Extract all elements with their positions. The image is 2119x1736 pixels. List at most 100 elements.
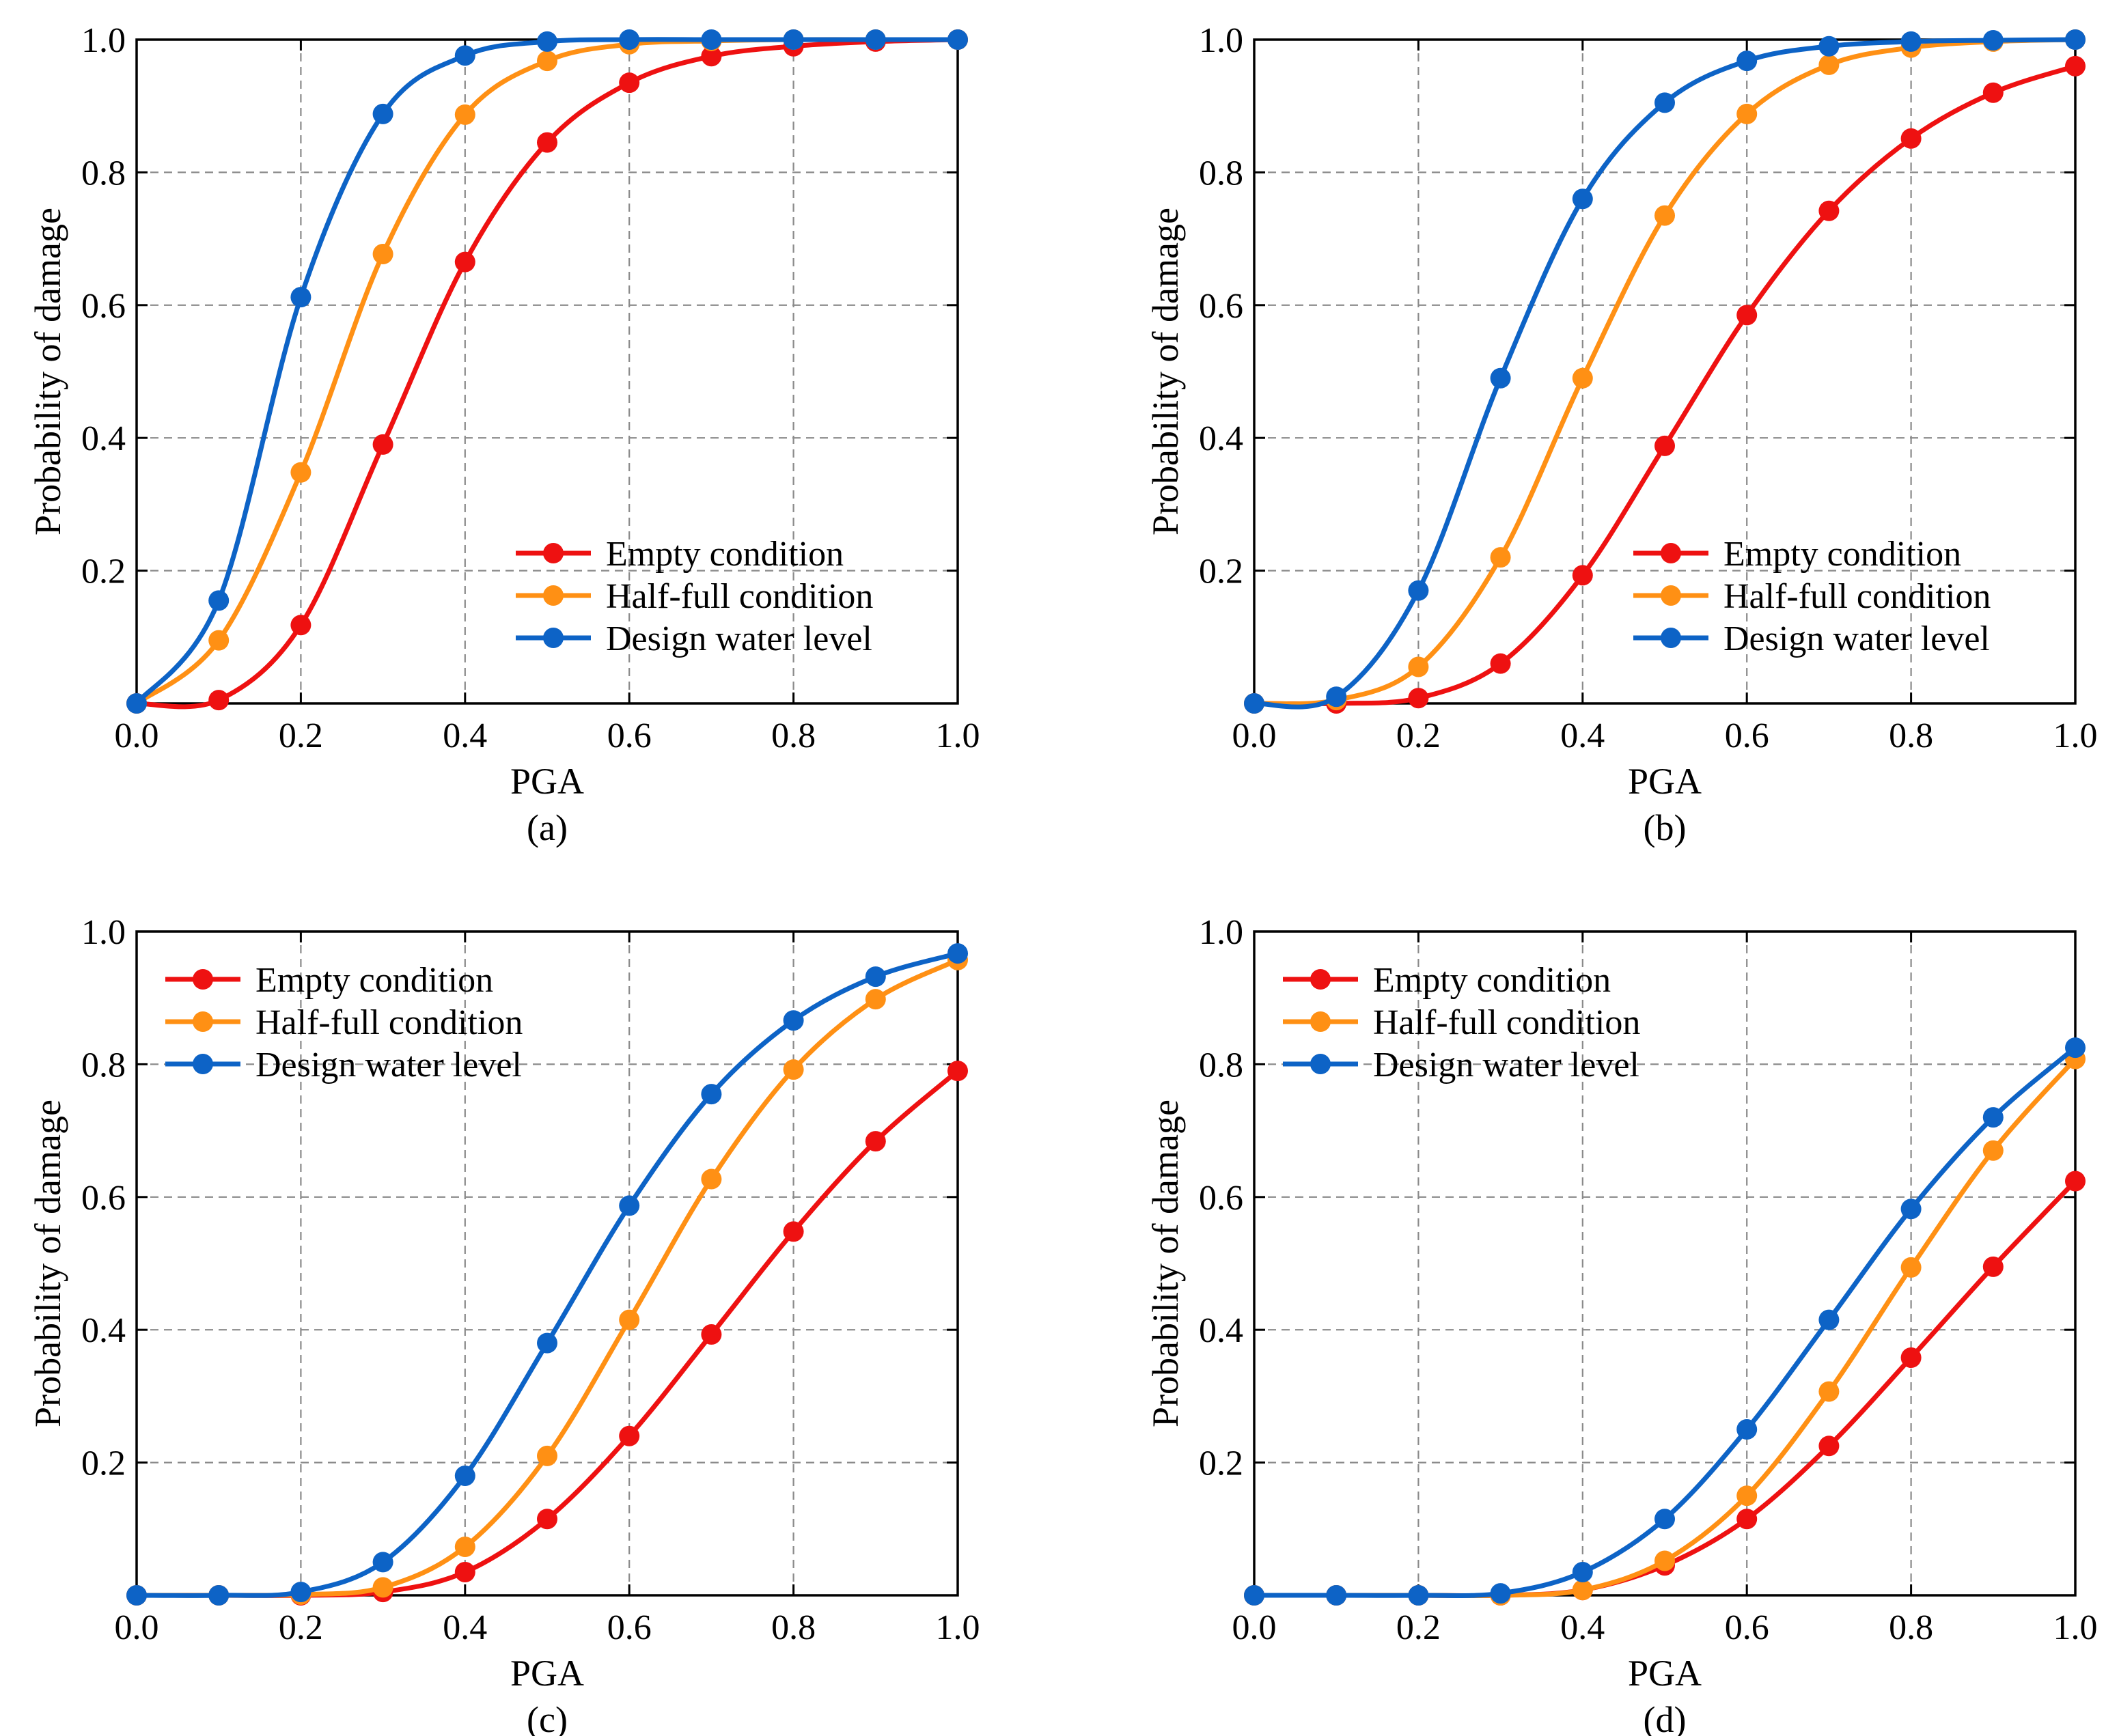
x-tick-label: 0.4 — [1560, 716, 1605, 755]
x-tick-label: 0.2 — [1396, 1608, 1441, 1647]
x-tick-label: 0.2 — [1396, 716, 1441, 755]
data-point-design — [537, 31, 557, 52]
y-tick-label: 0.2 — [1199, 1444, 1243, 1483]
data-point-half — [208, 630, 230, 651]
data-point-design — [1818, 36, 1840, 57]
data-point-design — [1572, 188, 1593, 210]
legend-label-design: Design water level — [255, 1046, 522, 1084]
x-tick-label: 1.0 — [936, 716, 980, 755]
data-point-design — [947, 943, 968, 964]
legend-marker-design — [543, 628, 564, 648]
data-point-empty — [454, 1561, 475, 1582]
data-point-design — [1326, 1585, 1347, 1606]
legend-marker-half — [543, 585, 564, 606]
data-point-design — [454, 1466, 475, 1487]
data-point-design — [1654, 1509, 1675, 1530]
x-tick-label: 0.0 — [1232, 1608, 1277, 1647]
y-axis-label: Probability of damage — [27, 1100, 68, 1427]
y-tick-label: 0.6 — [81, 287, 126, 326]
data-point-half — [865, 989, 886, 1010]
data-point-empty — [1818, 200, 1840, 221]
y-tick-label: 0.6 — [1199, 1179, 1243, 1218]
panel-label: (c) — [527, 1699, 568, 1736]
y-axis-label: Probability of damage — [1145, 208, 1186, 535]
y-axis-label: Probability of damage — [1145, 1100, 1186, 1427]
x-axis-label: PGA — [510, 761, 584, 802]
data-point-empty — [1736, 305, 1758, 326]
data-point-empty — [1408, 688, 1429, 709]
chart-panel-1: 0.0 0.2 0.4 0.6 0.8 1.0 0.2 0.4 0.6 0.8 1.0 PGA Prob… — [27, 21, 980, 848]
legend-marker-design — [193, 1054, 213, 1074]
series-design — [126, 943, 968, 1606]
x-tick-label: 0.4 — [443, 716, 487, 755]
data-point-empty — [1900, 1347, 1922, 1369]
legend-marker-design — [1310, 1054, 1331, 1074]
y-tick-label: 0.4 — [81, 1311, 126, 1350]
data-point-design — [2065, 1037, 2086, 1059]
y-tick-label: 1.0 — [1199, 21, 1243, 60]
data-point-half — [537, 51, 557, 72]
data-point-half — [1572, 1580, 1593, 1601]
data-point-design — [783, 1010, 804, 1031]
chart-panel-3: 0.0 0.2 0.4 0.6 0.8 1.0 0.2 0.4 0.6 0.8 1.0 PGA Prob… — [27, 913, 980, 1736]
x-tick-label: 0.2 — [279, 1608, 323, 1647]
legend-marker-half — [1661, 585, 1681, 606]
y-tick-label: 0.4 — [1199, 1311, 1243, 1350]
data-point-empty — [208, 690, 230, 711]
x-tick-label: 0.0 — [1232, 716, 1277, 755]
data-point-half — [783, 1059, 804, 1080]
series-design — [126, 29, 968, 714]
data-point-design — [1244, 1585, 1264, 1606]
data-point-half — [1490, 547, 1511, 568]
data-point-empty — [1654, 435, 1675, 456]
data-point-empty — [2065, 55, 2086, 76]
data-point-design — [783, 29, 804, 50]
data-point-empty — [372, 434, 393, 455]
data-point-design — [290, 1582, 311, 1603]
data-point-design — [1736, 51, 1758, 72]
data-point-empty — [1982, 1256, 2004, 1277]
x-tick-label: 1.0 — [936, 1608, 980, 1647]
data-point-design — [126, 693, 147, 714]
data-point-design — [1408, 1585, 1429, 1606]
data-point-empty — [537, 1509, 557, 1530]
data-point-half — [1818, 54, 1840, 75]
data-point-empty — [537, 132, 557, 153]
data-point-half — [290, 462, 311, 483]
x-tick-label: 0.2 — [279, 716, 323, 755]
legend-marker-design — [1661, 628, 1681, 648]
data-point-design — [290, 287, 311, 308]
y-tick-label: 0.2 — [81, 552, 126, 591]
data-point-empty — [1818, 1436, 1840, 1457]
data-point-design — [1818, 1309, 1840, 1330]
data-point-design — [1572, 1561, 1593, 1582]
series-empty — [1244, 1171, 2086, 1606]
data-point-empty — [2065, 1171, 2086, 1192]
data-point-design — [1900, 31, 1922, 52]
data-point-half — [372, 1577, 393, 1598]
data-point-empty — [619, 1425, 640, 1446]
legend-label-design: Design water level — [606, 619, 872, 658]
data-point-design — [1326, 686, 1347, 708]
data-point-design — [372, 1552, 393, 1573]
data-point-empty — [865, 1131, 886, 1152]
x-tick-label: 0.8 — [1889, 1608, 1933, 1647]
data-point-empty — [1736, 1509, 1758, 1530]
plot-frame — [1253, 930, 2077, 1597]
data-point-empty — [454, 251, 475, 272]
legend-label-half: Half-full condition — [1723, 577, 1991, 616]
data-point-design — [619, 1195, 640, 1216]
y-tick-label: 1.0 — [81, 21, 126, 60]
legend-marker-empty — [193, 969, 213, 990]
x-tick-label: 0.6 — [607, 716, 652, 755]
y-tick-label: 1.0 — [1199, 913, 1243, 952]
y-axis-label: Probability of damage — [27, 208, 68, 535]
legend-label-empty: Empty condition — [1723, 535, 1961, 574]
x-axis-label: PGA — [1628, 761, 1702, 802]
data-point-empty — [701, 1324, 722, 1345]
data-point-empty — [1490, 653, 1511, 674]
data-point-design — [1736, 1419, 1758, 1440]
data-point-half — [619, 1309, 640, 1330]
x-tick-label: 0.0 — [115, 1608, 159, 1647]
